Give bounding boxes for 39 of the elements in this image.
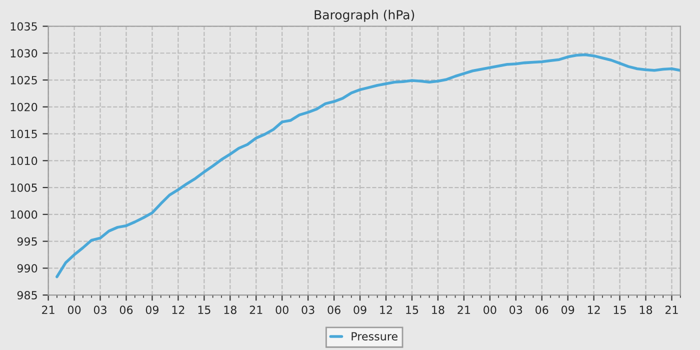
x-tick-label: 00 — [484, 306, 496, 314]
x-tick-label: 09 — [561, 306, 574, 314]
y-tick-label: 1025 — [10, 76, 37, 84]
chart-title: Barograph (hPa) — [314, 10, 414, 22]
x-tick-label: 09 — [354, 306, 366, 314]
x-tick-label: 06 — [120, 306, 133, 314]
x-tick-label: 21 — [458, 306, 470, 314]
x-tick-label: 12 — [172, 306, 184, 314]
y-tick-label: 1005 — [10, 184, 37, 192]
x-tick-label: 21 — [42, 306, 54, 314]
y-tick-label: 995 — [17, 237, 37, 246]
y-tick-label: 1015 — [10, 130, 37, 138]
y-tick-label: 1030 — [10, 49, 38, 58]
x-tick-label: 12 — [588, 306, 600, 314]
x-tick-label: 18 — [432, 306, 444, 314]
x-tick-label: 03 — [302, 306, 314, 314]
y-tick-label: 985 — [17, 291, 37, 300]
x-tick-label: 09 — [146, 306, 158, 314]
y-tick-label: 1020 — [10, 102, 38, 112]
y-tick-label: 1000 — [10, 210, 38, 219]
x-tick-label: 15 — [198, 306, 210, 314]
x-tick-label: 03 — [94, 306, 106, 314]
line-series — [56, 53, 680, 278]
legend-label: Pressure — [352, 332, 398, 341]
y-tick-label: 1010 — [10, 156, 38, 166]
x-tick-label: 06 — [536, 306, 548, 314]
x-tick-label: 15 — [406, 306, 418, 314]
y-tick-label: 990 — [17, 264, 38, 273]
x-tick-label: 00 — [276, 306, 288, 314]
x-tick-label: 03 — [510, 306, 522, 314]
y-tick-label: 1035 — [10, 22, 37, 31]
x-tick-label: 00 — [68, 306, 81, 314]
x-tick-label: 21 — [665, 306, 678, 314]
x-tick-label: 06 — [328, 306, 340, 314]
x-tick-label: 18 — [640, 306, 652, 314]
x-tick-label: 18 — [224, 306, 236, 314]
x-tick-label: 15 — [614, 306, 626, 314]
x-tick-label: 12 — [380, 306, 392, 314]
x-tick-label: 21 — [250, 306, 262, 314]
